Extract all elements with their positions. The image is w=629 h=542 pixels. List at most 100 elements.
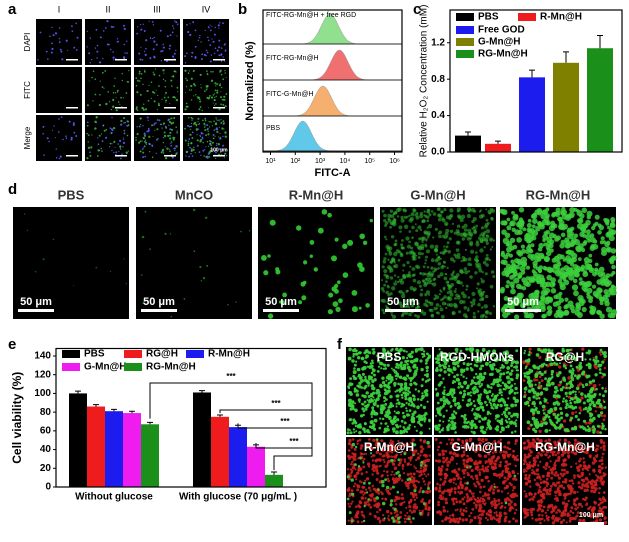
cell [392, 369, 395, 372]
cell [456, 454, 459, 457]
cell [592, 379, 595, 382]
cell [118, 101, 120, 103]
cell [462, 459, 465, 462]
cell [504, 519, 507, 522]
cell [378, 366, 380, 368]
cell [508, 412, 511, 415]
cell [532, 275, 538, 281]
cell [167, 97, 169, 99]
cell [442, 415, 445, 418]
cell [451, 372, 453, 374]
cell [355, 361, 357, 363]
cell [348, 442, 351, 445]
cell [514, 443, 516, 445]
cell [151, 98, 152, 99]
cell [372, 368, 374, 370]
cell [567, 429, 570, 432]
cell [199, 101, 201, 103]
cell [516, 373, 520, 377]
cell [188, 156, 190, 158]
cell [500, 420, 504, 424]
cell [144, 70, 145, 71]
cell [473, 386, 476, 389]
cell [456, 374, 459, 377]
cell [402, 270, 404, 272]
cell [429, 428, 431, 430]
cell [488, 458, 491, 461]
cell [515, 419, 517, 421]
cell [524, 387, 528, 391]
cell [439, 409, 441, 411]
cell [173, 28, 174, 29]
cell [413, 209, 417, 213]
cell [380, 367, 382, 369]
cell [412, 517, 415, 520]
cell [393, 419, 396, 422]
cell [402, 378, 404, 380]
cell [202, 120, 204, 122]
cell [472, 495, 475, 498]
cell [439, 484, 442, 487]
cell [505, 502, 508, 505]
cell [224, 44, 226, 46]
cell [440, 308, 444, 312]
cell [464, 496, 466, 498]
cell [475, 408, 477, 410]
cell [578, 476, 580, 478]
cell [394, 466, 398, 470]
cell [211, 96, 213, 98]
cell [378, 458, 381, 461]
cell [469, 234, 472, 237]
cell [144, 156, 146, 158]
cell [480, 314, 484, 318]
micrograph [85, 115, 131, 161]
cell [113, 127, 115, 129]
cell [148, 128, 150, 130]
cell [169, 45, 171, 47]
cell [53, 34, 55, 36]
cell [372, 387, 376, 391]
cell [394, 410, 396, 412]
cell [412, 274, 415, 277]
cell [473, 463, 476, 466]
cell [191, 137, 193, 139]
cell [603, 441, 606, 444]
cell [432, 282, 436, 286]
cell [489, 373, 492, 376]
cell [216, 119, 217, 120]
cell [479, 491, 482, 494]
cell [419, 431, 423, 435]
cell [445, 501, 448, 504]
cell [100, 81, 101, 82]
cell [523, 280, 529, 286]
cell [604, 367, 606, 369]
cell [174, 53, 176, 55]
cell [497, 414, 500, 417]
cell [148, 85, 149, 86]
cell [424, 262, 426, 264]
cell [439, 289, 441, 291]
cell [498, 399, 502, 403]
cell [296, 225, 301, 230]
cell [456, 231, 460, 235]
cell [382, 210, 385, 213]
cell [558, 365, 561, 368]
cell [160, 30, 162, 32]
cell [545, 515, 547, 517]
cell [483, 291, 485, 293]
cell [369, 489, 371, 491]
cell [501, 413, 503, 415]
cell [111, 133, 112, 134]
cell [157, 95, 158, 96]
cell [393, 252, 397, 256]
cell [221, 55, 222, 56]
cell [51, 52, 53, 54]
cell [504, 487, 507, 490]
cell [215, 123, 217, 125]
cell [347, 475, 350, 478]
cell [217, 90, 219, 92]
cell [398, 402, 401, 405]
cell [586, 352, 589, 355]
cell [594, 365, 597, 368]
cell [594, 373, 597, 376]
